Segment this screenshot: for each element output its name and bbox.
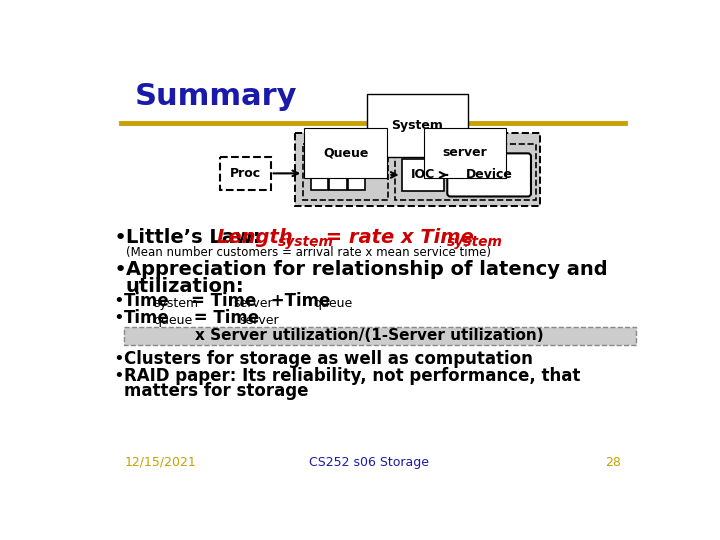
Bar (348, 164, 365, 190)
Text: RAID paper: Its reliability, not performance, that: RAID paper: Its reliability, not perform… (124, 367, 580, 384)
Text: server: server (240, 314, 279, 327)
Text: Clusters for storage as well as computation: Clusters for storage as well as computat… (124, 350, 533, 368)
Text: x Server utilization/(1-Server utilization): x Server utilization/(1-Server utilizati… (194, 328, 544, 343)
Text: = Time: = Time (191, 292, 256, 310)
Text: Proc: Proc (230, 167, 261, 180)
Bar (395, 144, 536, 200)
Text: matters for storage: matters for storage (124, 382, 309, 400)
Text: server: server (443, 146, 487, 159)
Text: system: system (446, 235, 503, 249)
Text: Summary: Summary (135, 82, 297, 111)
Text: server: server (233, 298, 273, 310)
Bar (303, 144, 388, 200)
Text: Appreciation for relationship of latency and: Appreciation for relationship of latency… (126, 260, 607, 279)
Text: queue: queue (153, 314, 193, 327)
Text: 12/15/2021: 12/15/2021 (125, 456, 197, 469)
Text: utilization:: utilization: (126, 276, 244, 295)
Bar (124, 327, 636, 345)
Bar (402, 159, 444, 191)
Text: •: • (113, 228, 127, 248)
Text: = Time: = Time (188, 309, 258, 327)
Text: IOC: IOC (410, 168, 435, 181)
Text: •: • (113, 350, 124, 368)
Bar (311, 164, 328, 190)
Text: CS252 s06 Storage: CS252 s06 Storage (309, 456, 429, 469)
Text: system: system (153, 298, 199, 310)
Text: queue: queue (313, 298, 353, 310)
Bar (220, 157, 271, 190)
Text: Queue: Queue (323, 146, 369, 159)
FancyBboxPatch shape (447, 153, 531, 197)
Text: Device: Device (466, 168, 513, 181)
Text: = rate x Time: = rate x Time (319, 228, 474, 247)
Text: •: • (113, 367, 124, 384)
Text: Time: Time (124, 309, 170, 327)
Text: +Time: +Time (265, 292, 330, 310)
Bar (330, 164, 346, 190)
Text: Length: Length (216, 228, 293, 247)
Text: Little’s Law:: Little’s Law: (126, 228, 267, 247)
Bar (295, 132, 539, 206)
Text: system: system (279, 235, 334, 249)
Text: (Mean number customers = arrival rate x mean service time): (Mean number customers = arrival rate x … (126, 246, 490, 259)
Text: •: • (113, 309, 124, 327)
Text: 28: 28 (605, 456, 621, 469)
Text: Time: Time (124, 292, 170, 310)
Text: •: • (113, 292, 124, 310)
Text: System: System (392, 119, 444, 132)
Text: •: • (113, 260, 127, 280)
